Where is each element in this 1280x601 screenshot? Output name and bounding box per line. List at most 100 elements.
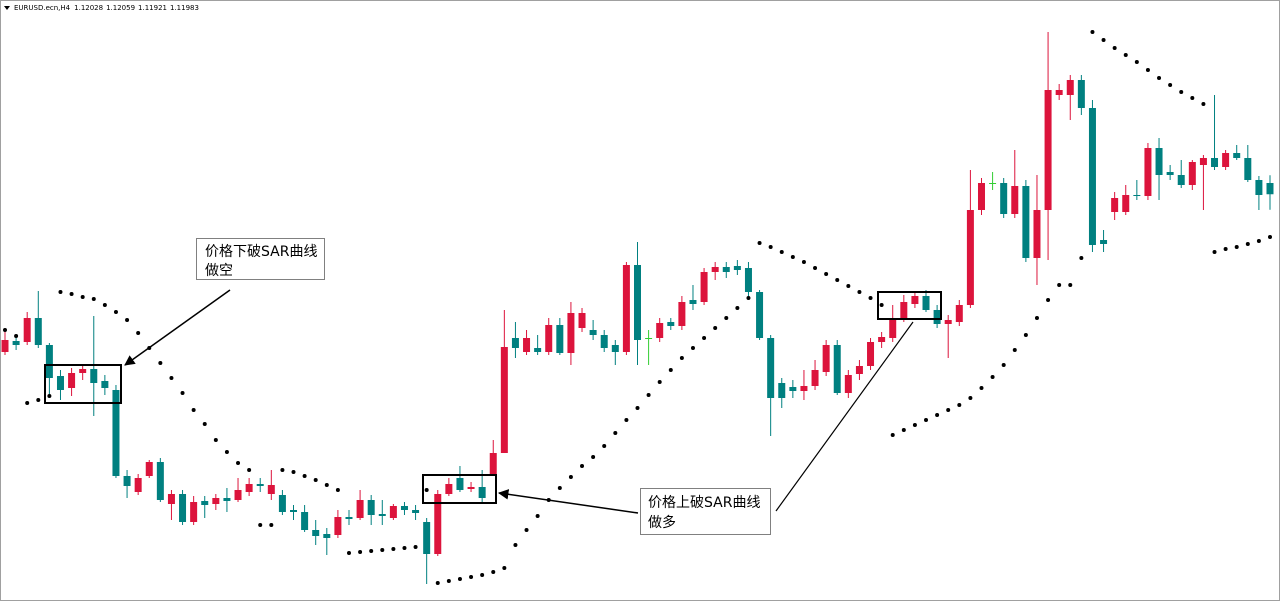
candle-body	[145, 462, 153, 476]
sar-dot	[801, 260, 806, 264]
sar-dot	[935, 413, 940, 417]
candle-body	[989, 183, 997, 184]
candle-body	[12, 341, 20, 345]
sar-dot	[1068, 283, 1073, 287]
sar-dot	[757, 241, 762, 245]
sar-dot	[391, 547, 396, 551]
candle-body	[1000, 183, 1008, 214]
sar-dot	[269, 523, 274, 527]
candle-body	[445, 484, 453, 494]
candle-body	[1, 340, 9, 352]
candle-body	[1255, 180, 1263, 195]
sar-dot	[202, 422, 207, 426]
candle-body	[700, 272, 708, 302]
sar-dot	[857, 290, 862, 294]
candle-body	[645, 338, 653, 339]
candle-body	[844, 375, 852, 393]
menu-arrow[interactable]	[4, 6, 10, 10]
candle-body	[301, 512, 309, 530]
candle-body	[312, 530, 320, 536]
sar-dot	[502, 566, 507, 570]
candle-body	[711, 267, 719, 272]
candle-body	[867, 342, 875, 366]
sar-dot	[513, 543, 518, 547]
sar-dot	[668, 368, 673, 372]
candle-body	[800, 386, 808, 391]
candle-body	[1144, 148, 1152, 196]
candle-body	[622, 265, 630, 352]
sar-dot	[113, 310, 118, 314]
candle-body	[855, 366, 863, 374]
candle-body	[1011, 186, 1019, 214]
sar-dot	[180, 391, 185, 395]
highlight-box	[877, 291, 942, 320]
arrow	[124, 289, 231, 366]
candle-body	[400, 506, 408, 510]
sar-dot	[613, 431, 618, 435]
sar-dot	[80, 295, 85, 299]
candle-body	[1188, 162, 1196, 185]
candle-body	[1244, 158, 1252, 180]
sar-dot	[58, 290, 63, 294]
note-text: 做空	[205, 263, 233, 279]
candle-body	[733, 266, 741, 270]
candle-body	[977, 183, 985, 210]
sar-dot	[69, 292, 74, 296]
sar-dot	[901, 428, 906, 432]
note-text: 价格下破SAR曲线	[205, 244, 317, 260]
sar-dot	[380, 548, 385, 552]
candle-body	[1088, 108, 1096, 245]
candle-body	[922, 296, 930, 310]
sar-dot	[1145, 68, 1150, 72]
sar-dot	[1190, 96, 1195, 100]
sar-dot	[369, 549, 374, 553]
sar-dot	[890, 433, 895, 437]
sar-dot	[424, 488, 429, 492]
note-box	[196, 238, 325, 280]
sar-dot	[568, 475, 573, 479]
candle-body	[1055, 90, 1063, 95]
sar-dot	[635, 406, 640, 410]
sar-dot	[302, 474, 307, 478]
candle-body	[223, 498, 231, 501]
sar-dot	[413, 545, 418, 549]
candle-body	[1122, 195, 1130, 212]
candle-body	[412, 510, 420, 513]
candle-body	[944, 320, 952, 324]
candle-body	[101, 381, 109, 388]
symbol: EURUSD.ecn,H4	[14, 4, 71, 12]
sar-dot	[258, 523, 263, 527]
sar-dot	[946, 408, 951, 412]
candle-body	[1111, 198, 1119, 212]
sar-dot	[580, 464, 585, 468]
candle-body	[744, 268, 752, 292]
sar-dot	[25, 401, 30, 405]
sar-dot	[491, 570, 496, 574]
sar-dot	[557, 486, 562, 490]
candle-body	[933, 310, 941, 324]
candle-body	[56, 376, 64, 390]
sar-dot	[746, 296, 751, 300]
symbol-info: EURUSD.ecn,H4 1.12028 1.12059 1.11921 1.1198…	[14, 4, 199, 12]
candle-body	[256, 484, 264, 486]
candle-body	[756, 292, 764, 338]
sar-dot	[1245, 242, 1250, 246]
sar-dot	[236, 461, 241, 465]
sar-dot	[1034, 316, 1039, 320]
candle-body	[511, 338, 519, 348]
candle-body	[534, 348, 542, 352]
candle-body	[234, 490, 242, 500]
sar-dot	[457, 577, 462, 581]
candle-body	[267, 485, 275, 494]
candle-body	[589, 330, 597, 335]
candle-body	[878, 337, 886, 342]
candle-body	[1222, 153, 1230, 167]
header: EURUSD.ecn,H4 1.12028 1.12059 1.11921 1.1198…	[4, 4, 199, 12]
sar-dot	[291, 470, 296, 474]
candle-body	[290, 510, 298, 512]
sar-dot	[602, 444, 607, 448]
sar-dot	[679, 356, 684, 360]
arrow	[775, 321, 914, 512]
candle-body	[123, 476, 131, 486]
